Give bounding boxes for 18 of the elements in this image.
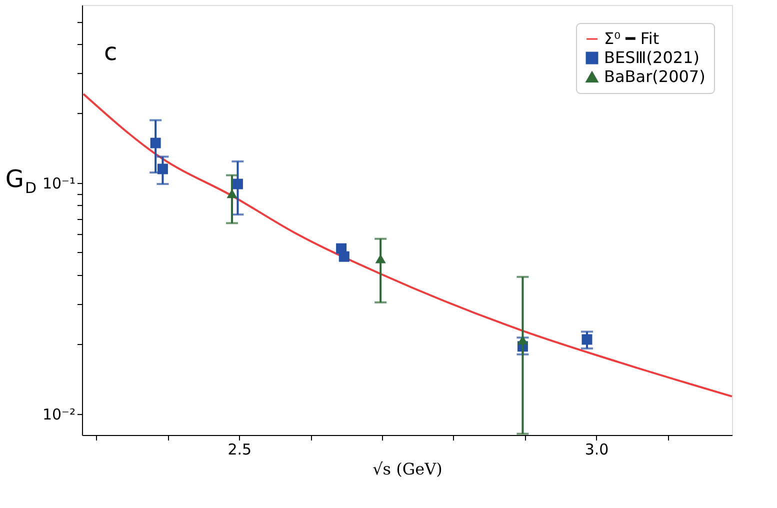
point xyxy=(150,138,161,148)
point xyxy=(582,334,592,345)
point xyxy=(226,189,238,198)
point xyxy=(375,254,386,264)
legend-label: BESⅢ(2021) xyxy=(604,48,700,67)
y-tick-label: 10⁻² xyxy=(42,405,76,424)
point xyxy=(338,251,350,262)
point xyxy=(517,335,528,344)
line-series xyxy=(82,92,733,398)
y-tick-label: 10⁻¹ xyxy=(42,174,76,192)
point xyxy=(232,178,243,190)
legend-label: Σ⁰ ━ Fit xyxy=(604,29,660,48)
point xyxy=(157,164,168,174)
x-tick-label: 3.0 xyxy=(584,440,609,458)
x-axis-title: √s (GeV) xyxy=(372,460,442,478)
legend-label: BaBar(2007) xyxy=(604,67,706,86)
x-tick-label: 2.5 xyxy=(228,440,252,458)
annotation: c xyxy=(104,38,118,66)
